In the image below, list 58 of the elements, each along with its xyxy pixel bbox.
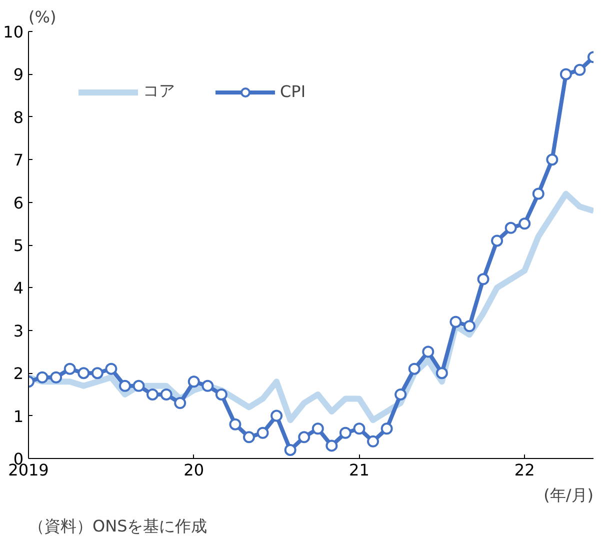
point — [50, 371, 62, 384]
point — [146, 388, 159, 400]
point — [546, 154, 558, 166]
y-tick-label: 5 — [13, 236, 24, 255]
point — [270, 410, 283, 422]
text: （資料）ONSを基に作成 — [28, 516, 208, 536]
point — [298, 431, 310, 444]
point — [339, 426, 352, 439]
point — [132, 380, 145, 392]
point — [463, 320, 476, 332]
point — [518, 218, 531, 230]
x-tick-label: 22 — [514, 460, 535, 480]
y-tick-label: 9 — [13, 65, 24, 84]
point — [408, 362, 420, 375]
point — [118, 380, 131, 392]
point — [450, 316, 462, 328]
point — [242, 431, 255, 444]
y-tick-label: 4 — [13, 278, 24, 298]
x-axis-title: (年/月) — [544, 486, 594, 504]
point — [367, 435, 380, 448]
point — [574, 64, 586, 76]
point — [353, 422, 366, 435]
legend-label: CPI — [280, 82, 306, 101]
point — [36, 371, 48, 384]
point — [560, 68, 572, 80]
y-tick-label: 2 — [13, 364, 24, 384]
y-tick-label: 10 — [3, 22, 24, 42]
point — [188, 376, 200, 388]
point — [380, 422, 393, 435]
point — [78, 367, 90, 380]
point — [160, 388, 172, 400]
point — [229, 418, 242, 430]
y-tick-label: 7 — [13, 150, 24, 170]
point — [532, 188, 544, 200]
point — [422, 346, 434, 358]
x-tick-label: 21 — [349, 460, 370, 480]
point — [312, 422, 324, 435]
point — [105, 362, 118, 375]
y-axis-title: (%) — [28, 8, 56, 26]
point — [215, 388, 228, 400]
y-tick-label: 3 — [13, 321, 24, 340]
y-tick-label: 6 — [13, 193, 24, 212]
point — [477, 273, 490, 286]
point — [326, 440, 338, 452]
point — [202, 380, 214, 392]
point — [436, 367, 448, 380]
point — [504, 222, 517, 234]
point — [394, 388, 407, 400]
point — [284, 444, 296, 456]
y-tick-label: 1 — [13, 406, 24, 426]
point — [256, 426, 269, 439]
y-tick-label: 8 — [13, 108, 24, 127]
x-tick-label: 20 — [184, 460, 204, 480]
point — [91, 367, 104, 380]
point — [491, 234, 504, 247]
point — [64, 362, 76, 375]
point — [174, 397, 186, 409]
legend-label: コア — [143, 81, 175, 102]
